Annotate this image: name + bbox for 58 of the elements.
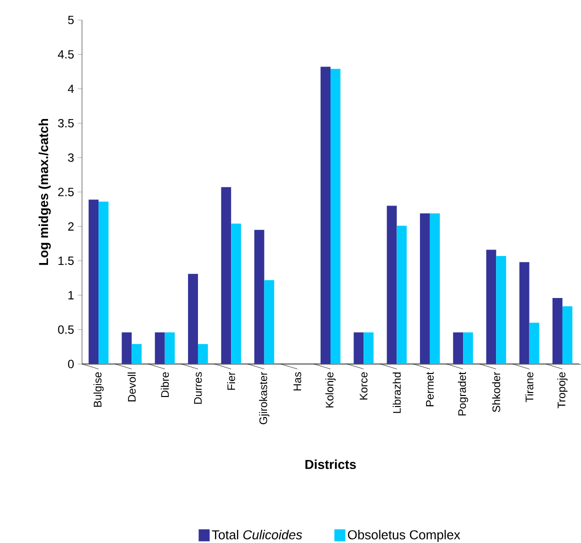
bar (88, 200, 99, 364)
bar (264, 280, 274, 364)
y-tick-label: 3 (68, 153, 74, 162)
y-tick-label: 2 (68, 222, 74, 231)
x-tick-label: Devoll (128, 372, 136, 402)
bar (430, 213, 440, 364)
bar (254, 230, 264, 364)
bar (396, 226, 407, 364)
bar (320, 66, 331, 364)
x-tick-label: Kolonje (325, 372, 336, 408)
bar (154, 332, 165, 364)
bar (354, 332, 364, 364)
x-tick-label: Dibre (160, 372, 169, 398)
x-tick-label: Tropoje (557, 372, 568, 408)
bar (529, 322, 540, 364)
y-tick-label: 2.5 (58, 188, 74, 196)
bar (496, 256, 506, 364)
x-tick-label: Permet (426, 372, 434, 406)
y-tick-label: 0.5 (58, 325, 74, 334)
bar (386, 206, 397, 364)
y-tick-label: 3.5 (58, 118, 74, 128)
bar (198, 344, 208, 364)
bar (519, 262, 530, 364)
y-tick-label: 1 (68, 291, 74, 300)
bar (188, 274, 198, 364)
x-tick-label: Has (294, 372, 302, 390)
bar (122, 332, 132, 364)
x-tick-label: Gjirokaster (259, 372, 270, 424)
bar (132, 344, 142, 364)
legend-label: Total Culicoides (212, 530, 302, 540)
y-axis-title: Log midges (max./catch (38, 119, 51, 265)
bar (330, 68, 340, 364)
y-tick-label: 4 (68, 84, 74, 93)
y-tick-label: 0 (68, 360, 74, 368)
bar (98, 202, 109, 364)
bar (562, 306, 572, 364)
x-tick-label: Bulgise (93, 372, 104, 407)
bar (486, 250, 496, 364)
bar (453, 332, 464, 364)
legend-label: Obsoletus Complex (348, 530, 460, 542)
x-tick-label: Fier (227, 372, 236, 390)
bar (231, 224, 242, 364)
y-tick-label: 5 (68, 16, 74, 24)
x-tick-label: Tirane (525, 372, 534, 402)
x-tick-label: Librazhd (392, 372, 401, 413)
y-tick-label: 4.5 (58, 50, 74, 59)
x-tick-label: Shkoder (492, 372, 500, 412)
x-tick-label: Korce (360, 372, 368, 400)
bar (364, 332, 374, 364)
y-tick-label: 1.5 (58, 256, 74, 265)
bar (221, 187, 232, 364)
bar (463, 332, 473, 364)
x-tick-label: Durres (194, 372, 202, 404)
x-axis-title: Districts (305, 460, 356, 470)
x-tick-label: Pogradet (458, 372, 468, 416)
bar (420, 213, 430, 364)
bar (164, 332, 175, 364)
bar (552, 298, 562, 364)
